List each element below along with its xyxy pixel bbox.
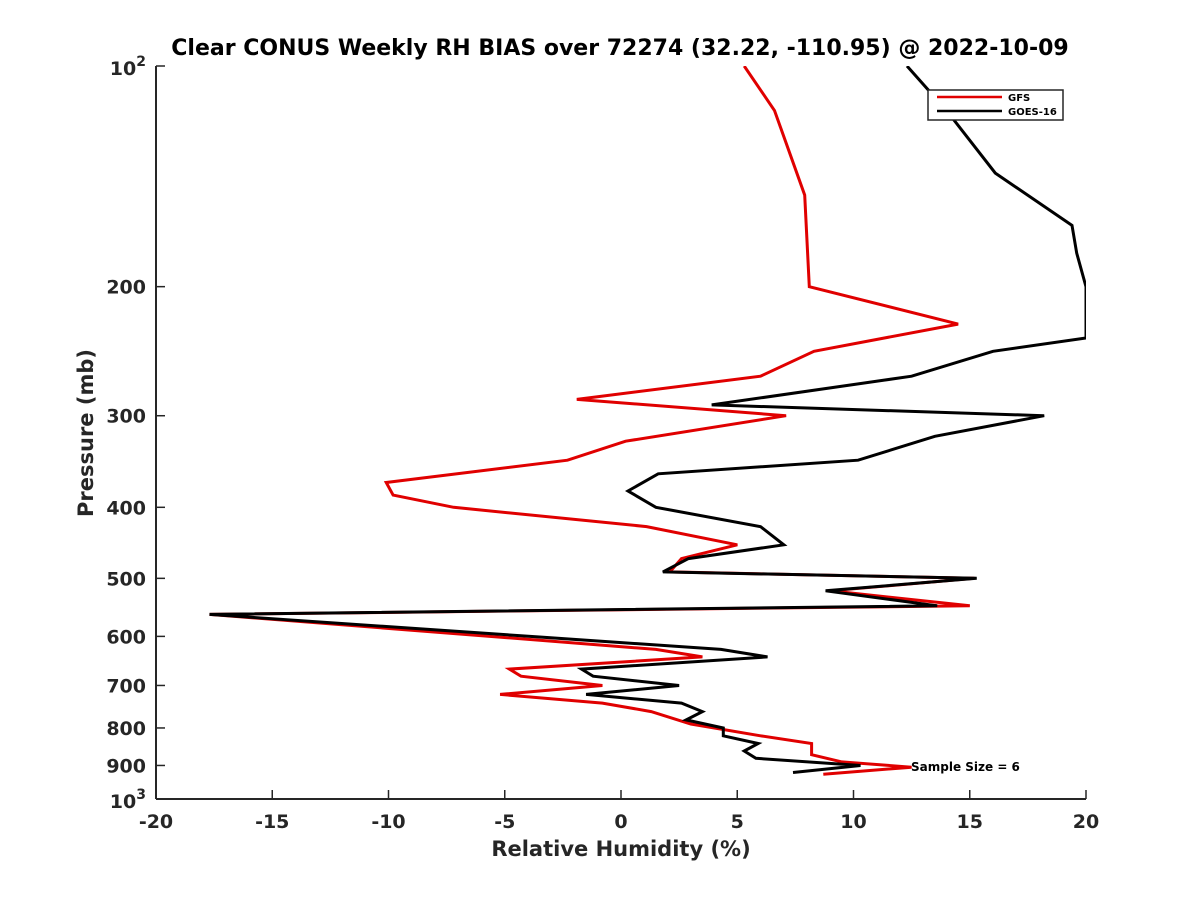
y-tick-label: 102 (110, 54, 146, 80)
series-line-goes16 (209, 66, 1086, 774)
y-tick-label: 600 (106, 626, 146, 648)
y-tick-label: 500 (106, 568, 146, 590)
legend-box (927, 89, 1064, 121)
y-tick-label: 400 (106, 497, 146, 519)
legend-label-goes16: GOES-16 (1008, 107, 1057, 118)
y-tick-label: 200 (106, 277, 146, 299)
y-tick-label: 700 (106, 675, 146, 697)
y-axis-ticks: 200 300 400 500 600 700 800 900 102 103 (106, 54, 165, 813)
x-axis-ticks: -20 -15 -10 -5 0 5 10 15 20 (139, 790, 1099, 833)
x-tick-label: 0 (614, 811, 627, 833)
x-tick-label: -5 (494, 811, 515, 833)
y-axis-label: Pressure (mb) (74, 349, 98, 517)
legend-label-gfs: GFS (1008, 93, 1030, 104)
sample-size-annotation: Sample Size = 6 (911, 760, 1020, 774)
x-tick-label: -20 (139, 811, 173, 833)
x-axis-label: Relative Humidity (%) (491, 837, 750, 861)
x-tick-label: 15 (957, 811, 983, 833)
y-tick-label: 103 (110, 787, 146, 813)
x-tick-label: 20 (1073, 811, 1099, 833)
x-tick-label: 5 (731, 811, 744, 833)
series-layer (209, 66, 1086, 776)
x-tick-label: -10 (371, 811, 405, 833)
y-tick-label: 300 (106, 406, 146, 428)
x-tick-label: -15 (255, 811, 289, 833)
y-tick-label: 900 (106, 755, 146, 777)
x-tick-label: 10 (840, 811, 866, 833)
chart-title: Clear CONUS Weekly RH BIAS over 72274 (3… (171, 36, 1068, 61)
y-tick-label: 800 (106, 718, 146, 740)
legend: GFS GOES-16 (927, 89, 1064, 121)
